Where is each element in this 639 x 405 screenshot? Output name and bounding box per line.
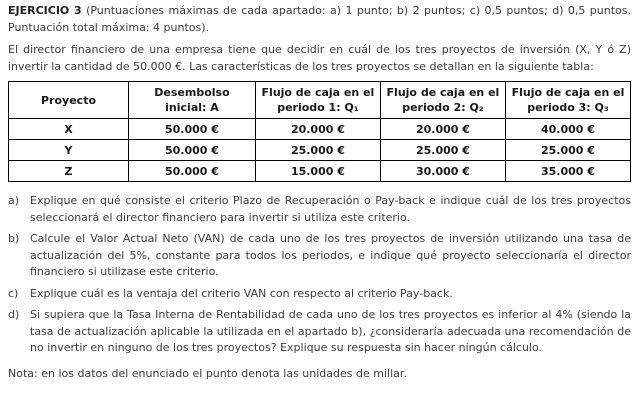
table-row-z: Z 50.000 € 15.000 € 30.000 € 35.000 €: [7, 160, 632, 182]
table-cell: 50.000 €: [128, 139, 256, 161]
projects-table-head: Proyecto Desembolso inicial: A Flujo de …: [7, 81, 632, 119]
table-cell: 15.000 €: [254, 160, 381, 182]
table-cell: 20.000 €: [379, 118, 506, 140]
table-cell: X: [7, 118, 130, 140]
table-cell: 50.000 €: [128, 160, 256, 182]
header-cell-flujo-1: Flujo de caja en el periodo 1: Q₁: [254, 81, 381, 119]
projects-table-body: X 50.000 € 20.000 € 20.000 € 40.000 € Y …: [7, 118, 632, 182]
header-cell-flujo-3: Flujo de caja en el periodo 3: Q₃: [504, 81, 632, 119]
table-cell: 25.000 €: [254, 139, 381, 161]
question-item-d: d) Si supiera que la Tasa Interna de Rent…: [8, 307, 631, 357]
table-cell: 30.000 €: [379, 160, 506, 182]
table-cell: 25.000 €: [379, 139, 506, 161]
question-text: Si supiera que la Tasa Interna de Rentab…: [30, 308, 631, 354]
questions-list: a) Explique en qué consiste el criterio P…: [8, 193, 631, 357]
table-cell: 20.000 €: [254, 118, 381, 140]
question-marker: d): [8, 308, 20, 321]
table-row-y: Y 50.000 € 25.000 € 25.000 € 25.000 €: [7, 139, 632, 161]
table-row-x: X 50.000 € 20.000 € 20.000 € 40.000 €: [7, 118, 632, 140]
table-cell: 35.000 €: [504, 160, 632, 182]
question-marker: a): [8, 194, 20, 207]
table-cell: 40.000 €: [504, 118, 632, 140]
question-text: Explique cuál es la ventaja del criterio…: [30, 286, 453, 300]
question-item-c: c) Explique cuál es la ventaja del criter…: [8, 286, 631, 303]
intro-paragraph: El director financiero de una empresa ti…: [8, 43, 631, 73]
header-cell-desembolso: Desembolso inicial: A: [128, 81, 256, 119]
question-text: Explique en qué consiste el criterio Pla…: [30, 194, 631, 224]
note-paragraph: Nota: en los datos del enunciado el punt…: [8, 366, 407, 380]
table-cell: Y: [7, 139, 130, 161]
question-item-a: a) Explique en qué consiste el criterio P…: [8, 193, 631, 226]
exercise-scoring: (Puntuaciones máximas de cada apartado: …: [8, 4, 632, 34]
question-marker: b): [8, 232, 20, 245]
table-cell: 25.000 €: [504, 139, 632, 161]
exercise-header: EJERCICIO 3 (Puntuaciones máximas de cad…: [8, 3, 631, 36]
header-cell-proyecto: Proyecto: [7, 81, 130, 119]
table-cell: Z: [7, 160, 130, 182]
question-marker: c): [8, 286, 19, 300]
table-header-row: Proyecto Desembolso inicial: A Flujo de …: [7, 81, 632, 119]
question-item-b: b) Calcule el Valor Actual Neto (VAN) de …: [8, 231, 631, 281]
question-text: Calcule el Valor Actual Neto (VAN) de ca…: [30, 232, 631, 278]
table-cell: 50.000 €: [128, 118, 256, 140]
exercise-title: EJERCICIO 3: [8, 4, 82, 17]
header-cell-flujo-2: Flujo de caja en el periodo 2: Q₂: [379, 81, 506, 119]
projects-table: Proyecto Desembolso inicial: A Flujo de …: [7, 81, 632, 182]
